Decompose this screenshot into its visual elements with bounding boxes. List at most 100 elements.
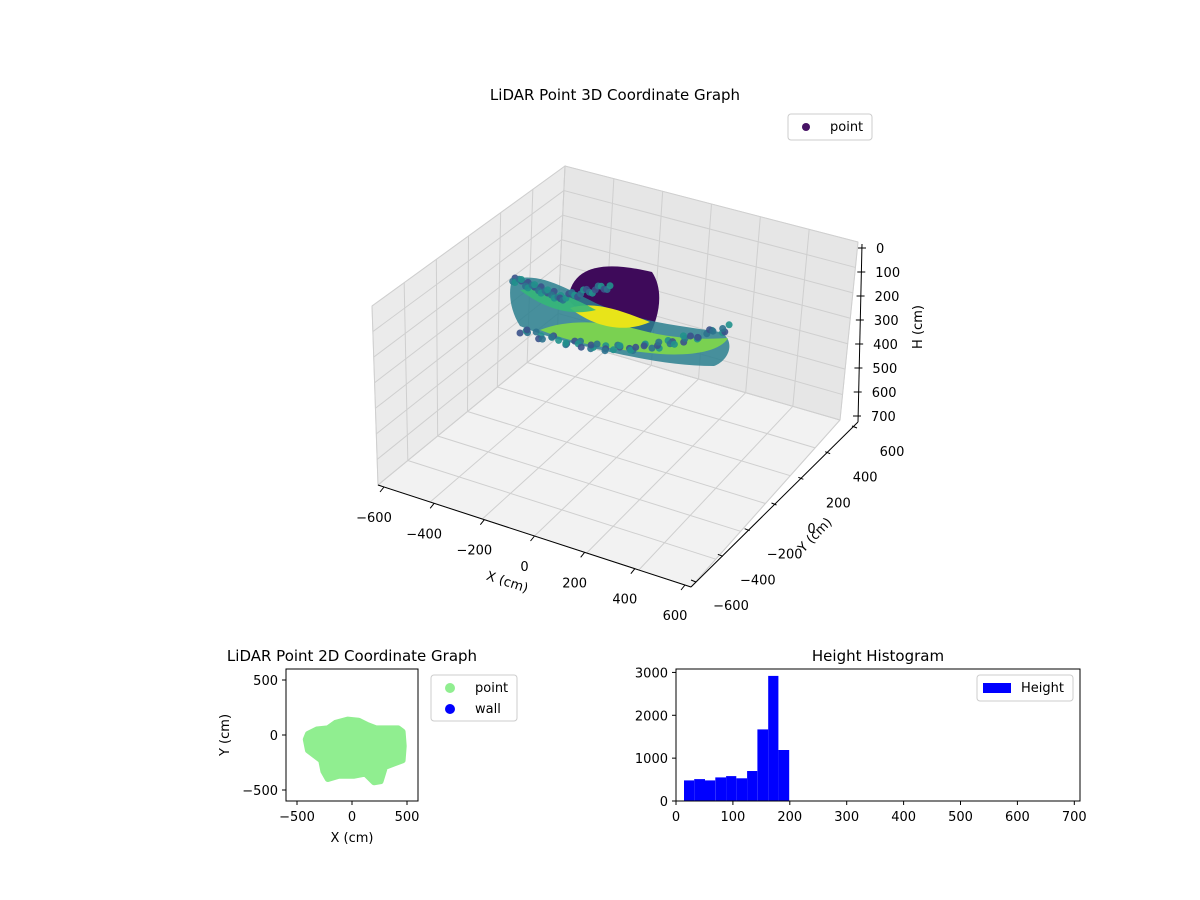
legend-label-wall-2d: wall [475, 702, 501, 717]
x-tick-label: 400 [612, 593, 637, 608]
cloud-point [725, 321, 733, 329]
legend-histogram: Height [976, 674, 1074, 702]
x-tick-mark [379, 486, 385, 493]
cloud-point [555, 336, 563, 344]
legend-marker-point-2d [445, 683, 455, 693]
hist-x-tick-label: 700 [1062, 810, 1087, 825]
x-tick-label: −400 [406, 527, 442, 542]
hist-y-tick-label: 1000 [635, 752, 668, 767]
x-tick-mark [580, 552, 586, 558]
y-tick-label: −200 [767, 548, 803, 563]
y-tick-mark [851, 425, 858, 429]
x-tick-label-2d: 0 [348, 810, 356, 825]
legend-marker-wall-2d [445, 704, 455, 714]
cloud-point [709, 327, 717, 335]
histogram-bar [726, 776, 737, 801]
legend-label-point-3d: point [830, 120, 863, 135]
cloud-point [562, 339, 570, 347]
x-tick-mark [530, 535, 535, 542]
cloud-point [523, 326, 531, 334]
cloud-point [593, 340, 601, 348]
y-tick-label: 0 [807, 522, 815, 537]
cloud-band-green [540, 322, 728, 355]
x-tick-mark [429, 503, 435, 509]
z-tick-label: 700 [871, 410, 896, 425]
hist-x-tick-label: 400 [891, 810, 916, 825]
cloud-point [670, 340, 678, 348]
histogram-bar [705, 780, 716, 801]
lidar-2d-title: LiDAR Point 2D Coordinate Graph [227, 647, 477, 665]
x-tick-label: 200 [562, 576, 587, 591]
x-tick-mark [479, 519, 485, 525]
grid-line [373, 214, 853, 358]
y-tick-mark [771, 502, 777, 506]
grid-line [745, 216, 761, 393]
histogram-title: Height Histogram [812, 647, 944, 665]
legend-3d: point [787, 113, 873, 141]
histogram-bar [768, 675, 779, 801]
histogram-bar [715, 777, 727, 801]
z-tick-label: 400 [873, 338, 898, 353]
cloud-point [606, 282, 614, 290]
x-tick-mark [630, 568, 636, 574]
cloud-point [632, 343, 640, 351]
grid-line [467, 235, 469, 412]
y-tick-label-2d: 500 [253, 674, 278, 689]
histogram-bars [684, 675, 790, 801]
y-axis-line [690, 421, 859, 588]
y-tick-label: 600 [880, 445, 905, 460]
y-tick-label-2d: 0 [270, 729, 278, 744]
cloud-point [601, 347, 609, 355]
cloud-point [577, 343, 585, 351]
legend-marker-height [983, 683, 1011, 693]
z-tick-label: 200 [875, 290, 900, 305]
cloud-point [648, 344, 656, 352]
point-2d-cloud [302, 716, 407, 786]
x-axis-line [377, 484, 692, 588]
hist-x-tick-label: 200 [777, 810, 802, 825]
cloud-point [516, 329, 524, 337]
hist-x-tick-label: 100 [720, 810, 745, 825]
grid-line [497, 386, 791, 477]
grid-line [374, 239, 851, 384]
grid-line [372, 190, 856, 332]
y-tick-mark [690, 579, 697, 583]
grid-line [792, 229, 810, 407]
cloud-point [544, 286, 552, 294]
histogram-bar [694, 779, 705, 801]
cloud-point [679, 332, 687, 340]
hist-x-tick-label: 0 [672, 810, 680, 825]
histogram-bar [684, 780, 695, 801]
y-axis-label-2d: Y (cm) [218, 714, 233, 757]
z-tick-label: 0 [876, 242, 884, 257]
cloud-point [587, 341, 595, 349]
hist-y-tick-label: 2000 [635, 709, 668, 724]
height-histogram-plot: Height Histogram 0 100 200 300 400 500 600 7000… [635, 647, 1087, 825]
z-axis-label-3d: H (cm) [911, 305, 926, 349]
legend-2d: point wall [430, 674, 518, 722]
y-tick-label: −600 [713, 599, 749, 614]
z-tick-label: 500 [872, 362, 897, 377]
cloud-point [694, 333, 702, 341]
z-tick-label: 300 [874, 314, 899, 329]
cloud-point [640, 342, 648, 350]
ticks-2d: −500−500 0 0 500 500 [242, 674, 419, 825]
histogram-bar [747, 771, 758, 801]
grid-line [467, 411, 766, 504]
hist-y-tick-label: 3000 [635, 666, 668, 681]
cloud-point [627, 346, 634, 354]
cloud-point [687, 332, 694, 340]
hist-x-tick-label: 300 [834, 810, 859, 825]
hist-x-tick-label: 600 [1005, 810, 1030, 825]
x-tick-mark [680, 584, 686, 591]
legend-marker-point-3d [802, 123, 810, 131]
grid-line [375, 263, 848, 409]
cloud-point [531, 281, 539, 289]
cloud-point [719, 325, 727, 332]
cloud-point [655, 338, 663, 346]
hist-x-tick-label: 500 [948, 810, 973, 825]
x-tick-label: 600 [663, 609, 688, 624]
grid-line [527, 362, 816, 449]
z-axis-line [857, 243, 863, 423]
grid-line [437, 435, 741, 532]
